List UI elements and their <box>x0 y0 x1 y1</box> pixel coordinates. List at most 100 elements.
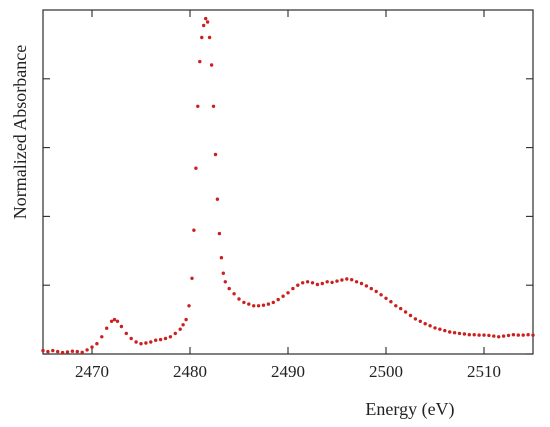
data-point <box>335 279 339 283</box>
data-point <box>394 304 398 308</box>
data-point <box>247 302 251 306</box>
data-point <box>438 327 442 331</box>
data-point <box>100 335 104 339</box>
data-point <box>408 313 413 318</box>
data-point <box>202 23 206 28</box>
data-point <box>418 319 422 323</box>
data-point <box>209 63 214 67</box>
data-point <box>178 327 182 331</box>
data-point <box>482 333 486 337</box>
data-point <box>217 231 222 236</box>
data-point <box>448 330 452 334</box>
data-point <box>271 300 275 305</box>
data-point <box>41 348 45 353</box>
data-point <box>124 331 128 336</box>
data-point <box>511 333 516 337</box>
data-point <box>51 348 55 353</box>
x-axis-title: Energy (eV) <box>365 399 454 420</box>
data-point <box>154 338 158 342</box>
data-point <box>158 337 163 342</box>
data-point <box>359 281 364 286</box>
x-tick-label: 2490 <box>271 362 305 381</box>
y-axis-ticks <box>43 78 533 355</box>
data-point <box>200 35 204 40</box>
data-point <box>443 328 447 333</box>
data-point <box>423 322 427 326</box>
data-point <box>320 281 324 286</box>
data-point <box>354 280 359 284</box>
data-point <box>173 331 177 336</box>
x-tick-label: 2480 <box>173 362 207 381</box>
data-point <box>192 228 196 232</box>
data-point <box>340 278 344 282</box>
data-point <box>95 342 99 346</box>
data-point <box>252 304 256 308</box>
data-point <box>452 331 457 335</box>
data-point <box>497 335 501 339</box>
data-point <box>194 166 198 170</box>
data-point <box>211 104 216 109</box>
data-point <box>149 340 153 344</box>
data-point <box>301 281 305 285</box>
data-point <box>198 59 202 64</box>
plot-area-frame <box>42 9 534 355</box>
x-axis-tick-labels: 2470 2480 2490 2500 2510 <box>75 362 501 381</box>
data-point <box>472 333 476 337</box>
x-tick-label: 2470 <box>75 362 109 381</box>
data-point <box>526 333 530 337</box>
data-point <box>369 286 373 291</box>
data-point <box>350 278 354 282</box>
data-point <box>364 284 369 288</box>
data-point <box>75 349 80 354</box>
data-point <box>227 286 231 291</box>
data-point <box>433 326 437 330</box>
data-point <box>315 282 320 287</box>
data-point <box>205 20 210 24</box>
data-point <box>163 336 168 341</box>
data-point <box>477 333 481 337</box>
data-point <box>281 294 285 298</box>
data-point <box>46 349 50 354</box>
data-point <box>215 197 220 201</box>
data-point <box>184 317 188 322</box>
data-point <box>119 324 124 329</box>
data-point <box>223 280 227 284</box>
data-point <box>56 349 60 354</box>
data-point <box>105 326 109 330</box>
data-point <box>60 350 65 355</box>
data-point <box>462 332 467 336</box>
data-point <box>428 324 432 328</box>
data-point <box>134 340 138 344</box>
data-point <box>196 104 200 109</box>
data-point <box>296 283 300 287</box>
data-point <box>286 291 290 295</box>
data-point <box>516 333 520 337</box>
data-point <box>232 292 236 296</box>
data-point <box>501 334 506 338</box>
data-point <box>139 342 143 346</box>
data-point <box>310 281 315 285</box>
data-point <box>204 16 208 21</box>
data-point <box>305 280 310 284</box>
data-point <box>521 333 525 337</box>
data-point <box>190 276 194 280</box>
data-point <box>237 297 241 301</box>
data-point <box>256 304 261 308</box>
data-point <box>399 306 403 311</box>
data-point <box>109 319 114 323</box>
data-point <box>85 348 89 352</box>
data-point <box>379 293 383 297</box>
y-axis-title: Normalized Absorbance <box>10 45 30 219</box>
data-point <box>168 335 173 339</box>
data-point <box>531 333 535 337</box>
data-point <box>384 296 388 300</box>
data-point <box>70 349 75 353</box>
data-point <box>325 280 329 284</box>
data-point <box>80 350 84 354</box>
data-point <box>207 35 212 40</box>
data-point <box>266 302 271 306</box>
data-point <box>242 300 246 305</box>
data-point <box>219 256 224 260</box>
data-point <box>467 333 471 337</box>
